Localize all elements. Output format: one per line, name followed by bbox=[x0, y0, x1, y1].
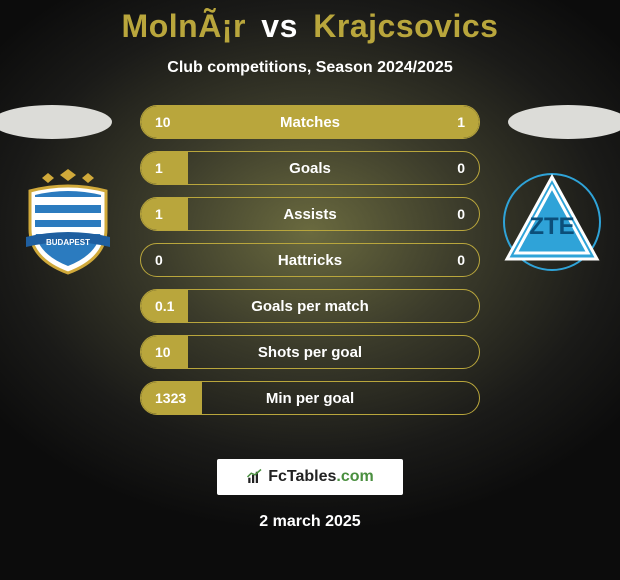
brand-suffix: .com bbox=[336, 468, 373, 485]
stat-label: Hattricks bbox=[141, 244, 479, 276]
svg-text:ZTE: ZTE bbox=[529, 213, 574, 240]
footer-date: 2 march 2025 bbox=[0, 513, 620, 531]
stat-value-left: 0.1 bbox=[141, 290, 188, 322]
svg-text:BUDAPEST: BUDAPEST bbox=[46, 238, 90, 247]
stat-row: 0 0Hattricks bbox=[140, 243, 480, 277]
shield-icon: BUDAPEST bbox=[18, 167, 118, 275]
stat-row: 1 0Assists bbox=[140, 197, 480, 231]
stat-row: 101Matches bbox=[140, 105, 480, 139]
page-title: MolnÃ¡r vs Krajcsovics bbox=[0, 0, 620, 45]
stat-value-right: 0 bbox=[443, 244, 479, 276]
stat-value-left: 1 bbox=[141, 152, 177, 184]
stat-value-right: 0 bbox=[443, 152, 479, 184]
triangle-crest-icon: ZTE bbox=[502, 167, 602, 275]
vs-separator: vs bbox=[261, 8, 298, 44]
stat-label: Assists bbox=[141, 198, 479, 230]
stat-row: 0.1Goals per match bbox=[140, 289, 480, 323]
stat-value-left: 0 bbox=[141, 244, 177, 276]
stat-value-right: 1 bbox=[443, 106, 479, 138]
bar-fill-left bbox=[141, 106, 432, 138]
spotlight-left bbox=[0, 105, 112, 139]
stat-value-right: 0 bbox=[443, 198, 479, 230]
brand-name: FcTables bbox=[268, 468, 336, 485]
content-root: MolnÃ¡r vs Krajcsovics Club competitions… bbox=[0, 0, 620, 580]
subtitle: Club competitions, Season 2024/2025 bbox=[0, 59, 620, 77]
stat-row: 10Shots per goal bbox=[140, 335, 480, 369]
crest-right: ZTE bbox=[502, 167, 602, 275]
stat-row: 1 0Goals bbox=[140, 151, 480, 185]
branding-badge: FcTables.com bbox=[217, 459, 403, 495]
stat-value-left: 1323 bbox=[141, 382, 200, 414]
stat-bars: 101Matches10Goals10Assists00Hattricks0.1… bbox=[140, 105, 480, 415]
stat-label: Goals per match bbox=[141, 290, 479, 322]
comparison-arena: BUDAPEST ZTE 101Matches10Goals10Assists0… bbox=[0, 105, 620, 435]
stat-label: Shots per goal bbox=[141, 336, 479, 368]
stat-value-left: 10 bbox=[141, 336, 185, 368]
brand-text: FcTables.com bbox=[268, 468, 374, 486]
stat-value-left: 1 bbox=[141, 198, 177, 230]
player2-name: Krajcsovics bbox=[313, 8, 498, 44]
stat-label: Goals bbox=[141, 152, 479, 184]
stat-row: 1323Min per goal bbox=[140, 381, 480, 415]
spotlight-right bbox=[508, 105, 620, 139]
chart-icon bbox=[246, 468, 264, 486]
stat-value-left: 10 bbox=[141, 106, 185, 138]
crest-left: BUDAPEST bbox=[18, 167, 118, 275]
player1-name: MolnÃ¡r bbox=[122, 8, 246, 44]
